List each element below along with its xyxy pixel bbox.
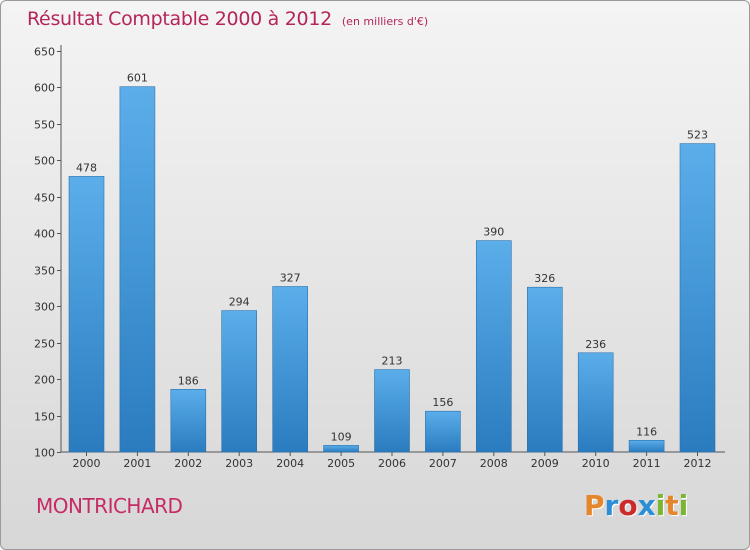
value-label-2003: 294 (229, 296, 250, 309)
y-tick-label: 250 (34, 338, 55, 351)
value-label-2010: 236 (585, 338, 606, 351)
bar-2000 (68, 176, 105, 453)
x-tick-label-2000: 2000 (73, 457, 101, 470)
logo-letter: r (604, 489, 619, 522)
bar-2002 (170, 388, 207, 453)
x-tick-label-2004: 2004 (276, 457, 304, 470)
bar-2007 (425, 410, 461, 453)
x-tick-label-2007: 2007 (429, 457, 457, 470)
bar-2012 (679, 143, 716, 453)
value-label-2005: 109 (331, 430, 352, 443)
value-label-2000: 478 (76, 161, 97, 174)
y-tick-label: 150 (34, 411, 55, 424)
value-label-2006: 213 (382, 355, 403, 368)
value-label-2009: 326 (534, 272, 555, 285)
bar-2011 (628, 439, 665, 453)
bar-2010 (577, 352, 614, 453)
proxiti-logo: Proxiti (584, 489, 688, 522)
value-label-2001: 601 (127, 72, 148, 85)
x-tick-label-2003: 2003 (225, 457, 253, 470)
x-tick-label-2011: 2011 (633, 457, 661, 470)
y-tick-label: 500 (34, 155, 55, 168)
y-tick-label: 450 (34, 192, 55, 205)
bar-2001 (119, 86, 156, 453)
value-label-2002: 186 (178, 374, 199, 387)
x-tick-label-2005: 2005 (327, 457, 355, 470)
bar-2003 (221, 310, 257, 453)
bar-2008 (475, 240, 512, 453)
x-tick-label-2002: 2002 (174, 457, 202, 470)
chart-title-block: Résultat Comptable 2000 à 2012 (en millie… (27, 8, 428, 30)
town-name: MONTRICHARD (36, 494, 183, 518)
y-tick-label: 100 (34, 447, 55, 460)
x-tick-label-2001: 2001 (123, 457, 151, 470)
value-label-2012: 523 (687, 129, 708, 142)
bar-2009 (526, 286, 563, 453)
y-tick-label: 650 (34, 46, 55, 59)
x-tick-label-2012: 2012 (684, 457, 712, 470)
bar-2005 (323, 445, 359, 453)
y-tick-label: 600 (34, 82, 55, 95)
x-tick-label-2009: 2009 (531, 457, 559, 470)
y-tick-label: 400 (34, 228, 55, 241)
logo-letter: x (637, 489, 656, 522)
y-tick-label: 350 (34, 265, 55, 278)
chart-unit: (en milliers d'€) (341, 15, 429, 28)
logo-letter: i (678, 489, 689, 522)
y-tick-label: 300 (34, 301, 55, 314)
x-tick-label-2006: 2006 (378, 457, 406, 470)
logo-letter: t (665, 489, 679, 522)
bar-2004 (272, 286, 309, 453)
value-label-2007: 156 (432, 396, 453, 409)
y-tick-label: 200 (34, 374, 55, 387)
value-label-2008: 390 (483, 226, 504, 239)
logo-letter: i (655, 489, 666, 522)
x-tick-label-2008: 2008 (480, 457, 508, 470)
bar-2006 (374, 369, 410, 453)
value-label-2004: 327 (280, 272, 301, 285)
chart-title: Résultat Comptable 2000 à 2012 (27, 8, 332, 30)
logo-letter: o (618, 489, 638, 522)
value-label-2011: 116 (636, 425, 657, 438)
x-tick-label-2010: 2010 (582, 457, 610, 470)
logo-letter: P (584, 489, 605, 522)
y-tick-label: 550 (34, 119, 55, 132)
